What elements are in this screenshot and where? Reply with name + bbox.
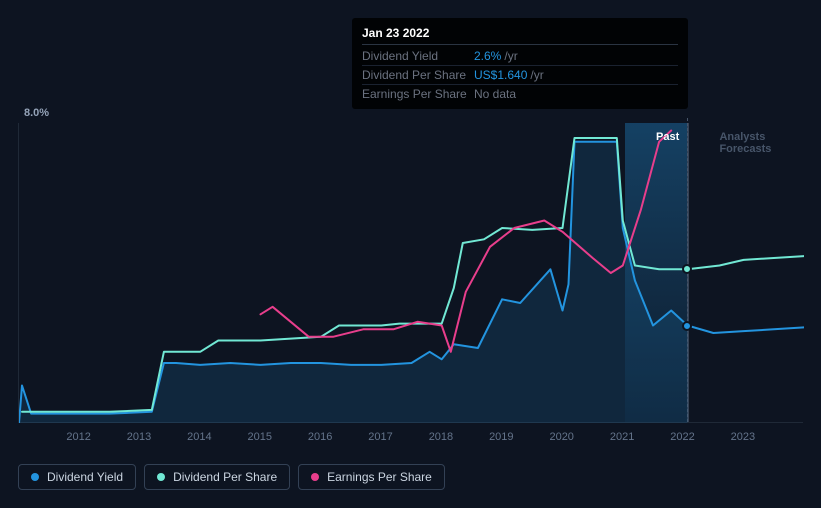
region-label-forecast: Analysts Forecasts — [719, 131, 803, 155]
x-tick-label: 2017 — [368, 431, 392, 443]
legend-label: Dividend Per Share — [173, 470, 277, 484]
x-tick-label: 2016 — [308, 431, 332, 443]
tooltip-row-label: Earnings Per Share — [362, 87, 474, 101]
tooltip-row-unit: /yr — [504, 49, 517, 63]
series-marker-dividend_yield — [682, 321, 692, 331]
series-area-dividend_yield — [19, 142, 688, 423]
legend-item-dividend_per_share[interactable]: Dividend Per Share — [144, 464, 290, 490]
x-tick-label: 2021 — [610, 431, 634, 443]
chart-plot-area[interactable]: Past Analysts Forecasts — [18, 123, 803, 423]
y-axis-max-label: 8.0% — [24, 107, 49, 119]
series-line-dividend_per_share-forecast — [688, 256, 805, 269]
series-line-dividend_yield-forecast — [688, 326, 805, 334]
legend-dot-icon — [311, 473, 319, 481]
tooltip-row: Dividend Yield2.6%/yr — [362, 47, 678, 66]
x-tick-label: 2013 — [127, 431, 151, 443]
legend-label: Earnings Per Share — [327, 470, 432, 484]
tooltip-date: Jan 23 2022 — [362, 24, 678, 45]
x-tick-label: 2015 — [248, 431, 272, 443]
chart-legend: Dividend Yield Dividend Per Share Earnings… — [18, 464, 445, 490]
legend-item-dividend_yield[interactable]: Dividend Yield — [18, 464, 136, 490]
x-tick-label: 2020 — [549, 431, 573, 443]
x-tick-label: 2019 — [489, 431, 513, 443]
legend-item-earnings_per_share[interactable]: Earnings Per Share — [298, 464, 445, 490]
x-tick-label: 2022 — [670, 431, 694, 443]
tooltip-row-nodata: No data — [474, 87, 516, 101]
legend-label: Dividend Yield — [47, 470, 123, 484]
series-marker-dividend_per_share — [682, 264, 692, 274]
tooltip-row-value: US$1.640 — [474, 68, 527, 82]
tooltip-row-label: Dividend Yield — [362, 49, 474, 63]
x-tick-label: 2012 — [66, 431, 90, 443]
tooltip-row: Earnings Per ShareNo data — [362, 85, 678, 103]
x-tick-label: 2018 — [429, 431, 453, 443]
tooltip-row-unit: /yr — [530, 68, 543, 82]
legend-dot-icon — [31, 473, 39, 481]
tooltip-row-value: 2.6% — [474, 49, 501, 63]
legend-dot-icon — [157, 473, 165, 481]
tooltip-row: Dividend Per ShareUS$1.640/yr — [362, 66, 678, 85]
chart-tooltip: Jan 23 2022 Dividend Yield2.6%/yrDividen… — [352, 18, 688, 109]
x-tick-label: 2014 — [187, 431, 211, 443]
region-label-past: Past — [656, 131, 679, 143]
tooltip-row-label: Dividend Per Share — [362, 68, 474, 82]
x-tick-label: 2023 — [731, 431, 755, 443]
